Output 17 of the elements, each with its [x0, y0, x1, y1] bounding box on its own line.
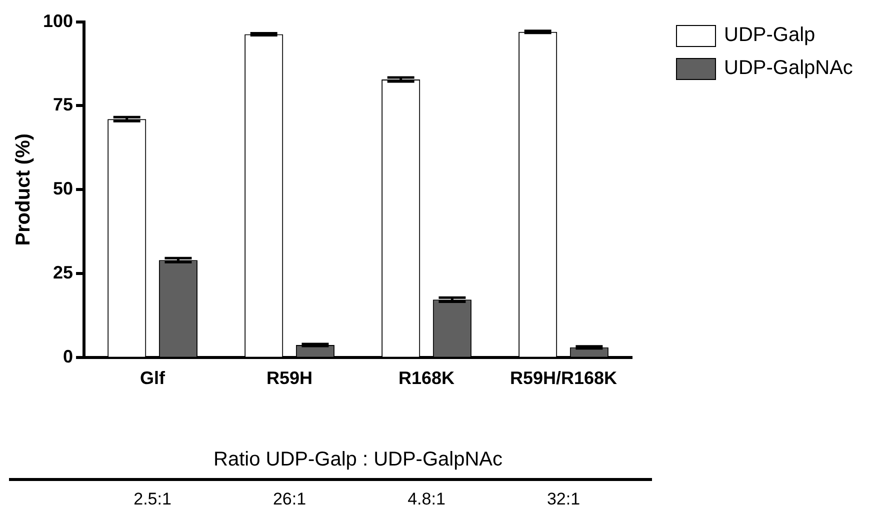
x-tick-label: Glf [140, 368, 166, 388]
text: 4.8:1 [408, 490, 446, 509]
y-tick-label: 0 [63, 346, 74, 366]
y-tick-label: 50 [53, 178, 74, 199]
x-tick-label: R59H [266, 368, 313, 388]
text: 32:1 [546, 490, 580, 509]
text: 2.5:1 [134, 490, 172, 509]
x-tick-label: R168K [398, 368, 455, 388]
y-axis-title: Product (%) [12, 133, 35, 246]
text: Ratio UDP-Galp : UDP-GalpNAc [214, 448, 502, 471]
x-tick-label: R59H/R168K [510, 368, 618, 388]
text: UDP-Galp [724, 24, 816, 47]
y-tick-label: 100 [42, 10, 74, 31]
text: 26:1 [272, 490, 306, 509]
y-tick-label: 25 [53, 262, 74, 282]
y-tick-label: 75 [53, 94, 74, 115]
legend-label: UDP-GalpNAc [724, 57, 853, 80]
